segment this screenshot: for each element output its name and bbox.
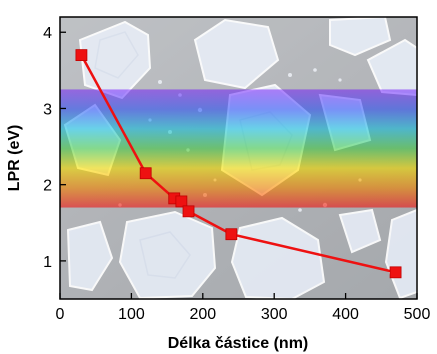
y-tick-label: 4 [43,25,52,42]
x-tick-label: 100 [118,306,145,323]
wash-top [60,17,417,90]
x-axis-title: Délka částice (nm) [168,335,309,352]
x-tick-label: 200 [189,306,216,323]
data-point [139,167,152,180]
x-tick-label: 400 [332,306,359,323]
data-layer [75,49,402,279]
x-tick-label: 500 [404,306,431,323]
spectrum-band [60,89,417,208]
data-point [389,266,402,279]
data-point [225,228,238,241]
y-axis-title: LPR (eV) [6,125,23,192]
wash-bottom [60,207,417,299]
y-tick-label: 1 [43,254,52,271]
x-tick-label: 0 [56,306,65,323]
x-tick-label: 300 [261,306,288,323]
axes: 0 100 200 300 400 500 1 2 3 4 [43,25,430,323]
data-point [75,49,88,62]
sem-background [60,17,417,299]
plot-frame [59,16,418,300]
data-point [182,205,195,218]
y-tick-label: 2 [43,178,52,195]
y-tick-label: 3 [43,101,52,118]
data-point [175,195,188,208]
